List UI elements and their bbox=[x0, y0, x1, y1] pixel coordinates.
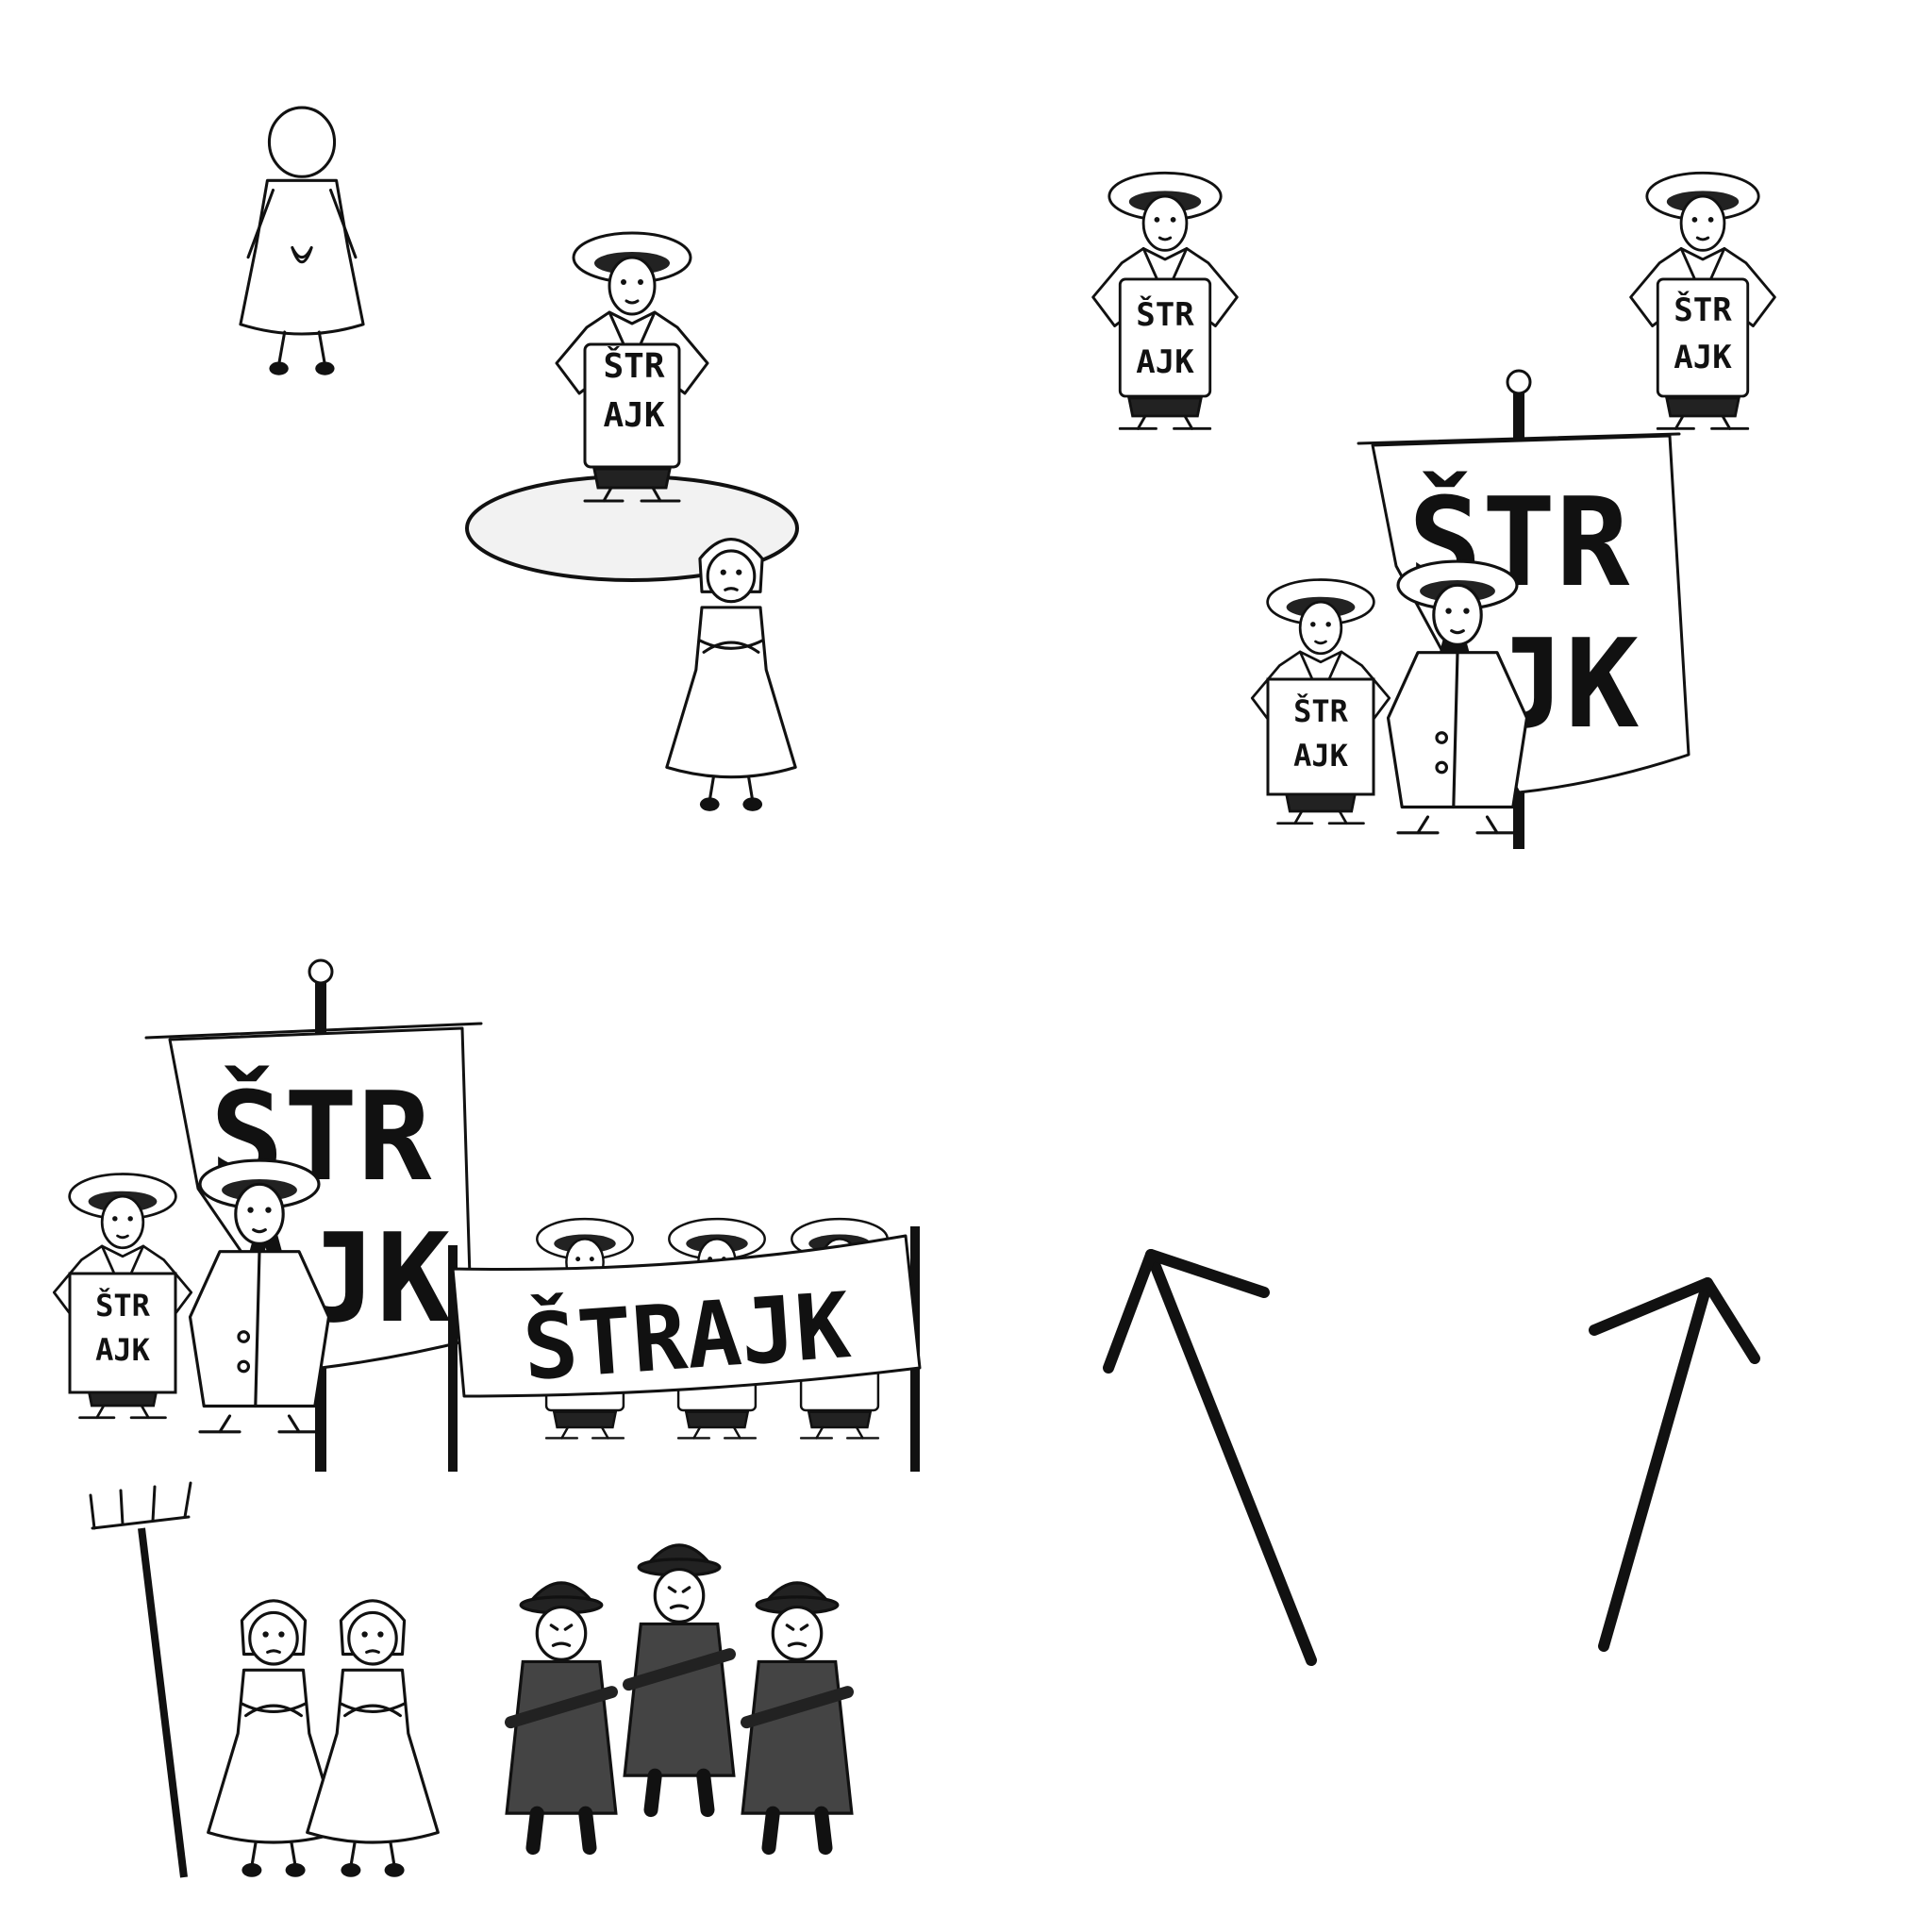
walking-woman-unit[interactable] bbox=[239, 106, 365, 377]
sign-text-line-1: ŠTR bbox=[603, 346, 664, 386]
move-arrow-icon bbox=[1103, 1249, 1317, 1666]
sign-woman-unit[interactable]: ŠTR AJK bbox=[1629, 171, 1776, 430]
sign-text-line-1: ŠTR bbox=[95, 1287, 151, 1324]
flag-bearer-group-unit[interactable]: ŠTR AJK ŠTR AJK bbox=[1250, 369, 1690, 849]
pitchfork-bonnet-women-unit[interactable] bbox=[89, 1481, 440, 1879]
sign-text-line-2: AJK bbox=[1293, 738, 1349, 774]
arms-crossed-woman-unit[interactable] bbox=[665, 537, 797, 813]
selected-sign-woman-unit[interactable]: ŠTR AJK bbox=[555, 231, 709, 503]
sign-text-line-2: AJK bbox=[95, 1332, 151, 1368]
sign-text-line-2: AJK bbox=[603, 396, 664, 435]
sign-text-line-1: ŠTR bbox=[1293, 692, 1349, 729]
banner-group-unit[interactable]: ŠTRAJK bbox=[448, 1217, 922, 1472]
flag-bearer-group-unit[interactable]: ŠTR AJK ŠTR AJK bbox=[52, 958, 483, 1472]
pitchfork-icon bbox=[89, 1481, 192, 1878]
banner-text: ŠTRAJK bbox=[520, 1272, 854, 1401]
move-arrow-icon bbox=[1589, 1277, 1760, 1652]
sign-text-line-2: AJK bbox=[1136, 343, 1194, 381]
sign-text-line-1: ŠTR bbox=[1674, 291, 1732, 329]
sign-text-line-1: ŠTR bbox=[1136, 295, 1194, 334]
sign-woman-unit[interactable]: ŠTR AJK bbox=[1091, 171, 1239, 430]
sign-text-line-2: AJK bbox=[1674, 339, 1732, 376]
police-squad-unit[interactable] bbox=[507, 1545, 852, 1848]
